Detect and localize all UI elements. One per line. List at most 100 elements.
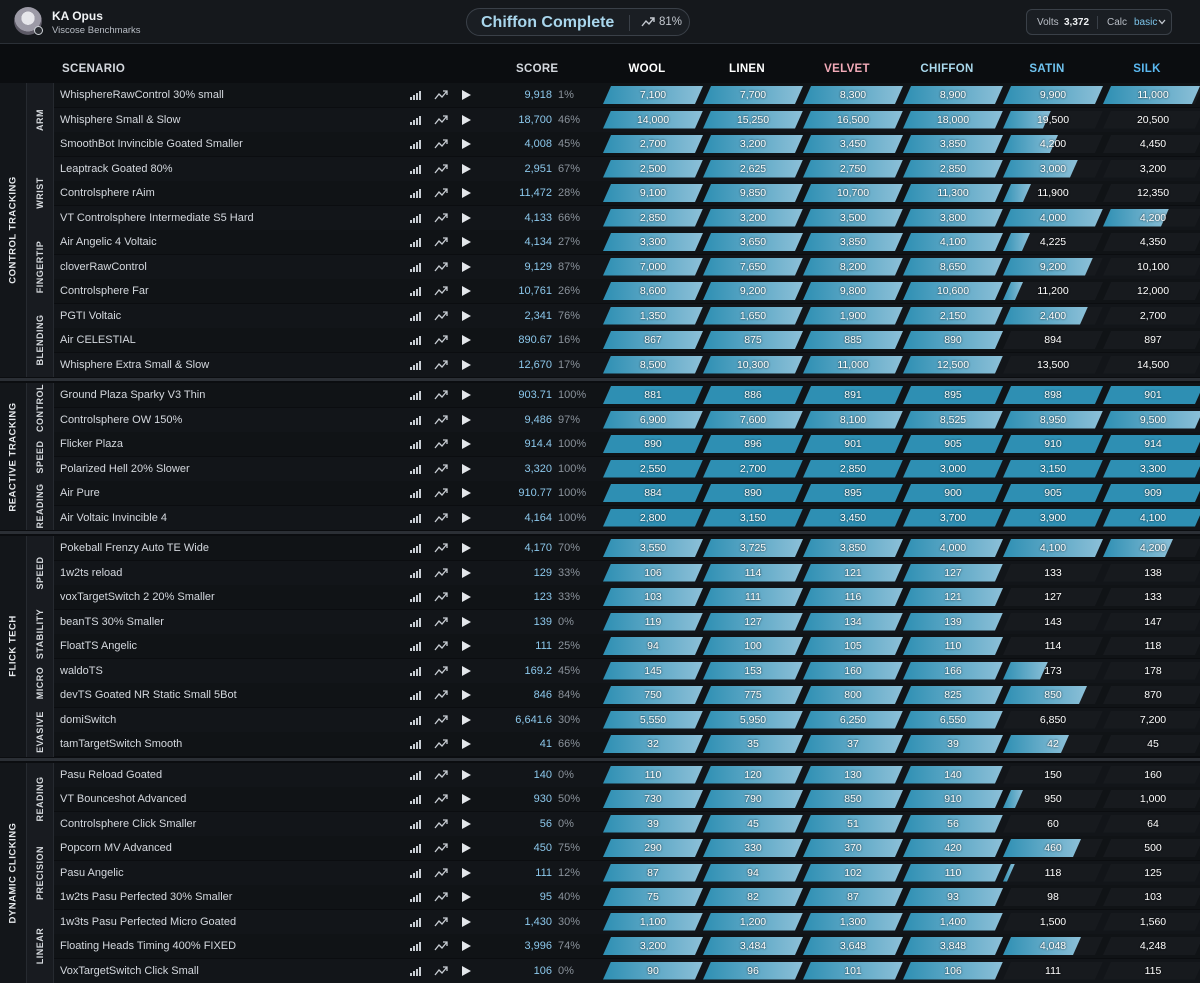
calc-select[interactable]: basic bbox=[1134, 17, 1157, 28]
scenario-name[interactable]: Popcorn MV Advanced bbox=[60, 842, 172, 854]
scenario-name[interactable]: Pokeball Frenzy Auto TE Wide bbox=[60, 542, 209, 554]
scenario-name[interactable]: Pasu Angelic bbox=[60, 867, 124, 879]
scenario-name[interactable]: 1w3ts Pasu Perfected Micro Goated bbox=[60, 916, 236, 928]
leaderboard-icon[interactable] bbox=[408, 541, 422, 555]
leaderboard-icon[interactable] bbox=[408, 890, 422, 904]
leaderboard-icon[interactable] bbox=[408, 113, 422, 127]
scenario-name[interactable]: WhisphereRawControl 30% small bbox=[60, 89, 224, 101]
leaderboard-icon[interactable] bbox=[408, 964, 422, 978]
scenario-name[interactable]: VT Bounceshot Advanced bbox=[60, 793, 186, 805]
leaderboard-icon[interactable] bbox=[408, 915, 422, 929]
leaderboard-icon[interactable] bbox=[408, 260, 422, 274]
leaderboard-icon[interactable] bbox=[408, 590, 422, 604]
leaderboard-icon[interactable] bbox=[408, 186, 422, 200]
benchmark-title-pill[interactable]: Chiffon Complete 81% bbox=[466, 8, 690, 36]
scenario-name[interactable]: Polarized Hell 20% Slower bbox=[60, 463, 190, 475]
leaderboard-icon[interactable] bbox=[408, 358, 422, 372]
leaderboard-icon[interactable] bbox=[408, 688, 422, 702]
leaderboard-icon[interactable] bbox=[408, 211, 422, 225]
leaderboard-icon[interactable] bbox=[408, 768, 422, 782]
scenario-name[interactable]: beanTS 30% Smaller bbox=[60, 616, 164, 628]
leaderboard-icon[interactable] bbox=[408, 462, 422, 476]
leaderboard-icon[interactable] bbox=[408, 737, 422, 751]
leaderboard-icon[interactable] bbox=[408, 309, 422, 323]
leaderboard-icon[interactable] bbox=[408, 333, 422, 347]
scenario-name[interactable]: FloatTS Angelic bbox=[60, 640, 137, 652]
leaderboard-icon[interactable] bbox=[408, 511, 422, 525]
leaderboard-icon[interactable] bbox=[408, 413, 422, 427]
scenario-name[interactable]: SmoothBot Invincible Goated Smaller bbox=[60, 138, 243, 150]
scenario-name[interactable]: Air Pure bbox=[60, 487, 100, 499]
scenario-name[interactable]: Pasu Reload Goated bbox=[60, 769, 162, 781]
scenario-name[interactable]: 1w2ts Pasu Perfected 30% Smaller bbox=[60, 891, 232, 903]
leaderboard-icon[interactable] bbox=[408, 792, 422, 806]
leaderboard-icon[interactable] bbox=[408, 388, 422, 402]
leaderboard-icon[interactable] bbox=[408, 713, 422, 727]
scenario-name[interactable]: Floating Heads Timing 400% FIXED bbox=[60, 940, 236, 952]
leaderboard-icon[interactable] bbox=[408, 162, 422, 176]
leaderboard-icon[interactable] bbox=[408, 566, 422, 580]
scenario-name[interactable]: waldoTS bbox=[60, 665, 103, 677]
leaderboard-icon[interactable] bbox=[408, 284, 422, 298]
chevron-down-icon[interactable] bbox=[1158, 19, 1166, 25]
scenario-name[interactable]: Flicker Plaza bbox=[60, 438, 123, 450]
leaderboard-icon[interactable] bbox=[408, 866, 422, 880]
scenario-name[interactable]: Leaptrack Goated 80% bbox=[60, 163, 173, 175]
leaderboard-icon[interactable] bbox=[408, 437, 422, 451]
leaderboard-icon[interactable] bbox=[408, 88, 422, 102]
leaderboard-icon[interactable] bbox=[408, 939, 422, 953]
scenario-name[interactable]: cloverRawControl bbox=[60, 261, 147, 273]
scenario-name[interactable]: tamTargetSwitch Smooth bbox=[60, 738, 182, 750]
scenario-name[interactable]: devTS Goated NR Static Small 5Bot bbox=[60, 689, 237, 701]
scenario-name[interactable]: Air Angelic 4 Voltaic bbox=[60, 236, 157, 248]
scenario-name[interactable]: PGTI Voltaic bbox=[60, 310, 121, 322]
scenario-name[interactable]: Whisphere Extra Small & Slow bbox=[60, 359, 209, 371]
leaderboard-icon[interactable] bbox=[408, 841, 422, 855]
leaderboard-icon[interactable] bbox=[408, 235, 422, 249]
scenario-name[interactable]: VT Controlsphere Intermediate S5 Hard bbox=[60, 212, 254, 224]
scenario-name[interactable]: Controlsphere rAim bbox=[60, 187, 155, 199]
scenario-name[interactable]: Air Voltaic Invincible 4 bbox=[60, 512, 167, 524]
user-name[interactable]: KA Opus bbox=[52, 9, 103, 23]
scenario-name[interactable]: Ground Plaza Sparky V3 Thin bbox=[60, 389, 205, 401]
scenario-name[interactable]: Controlsphere OW 150% bbox=[60, 414, 182, 426]
scenario-name[interactable]: Controlsphere Click Smaller bbox=[60, 818, 196, 830]
scenario-name[interactable]: Air CELESTIAL bbox=[60, 334, 136, 346]
leaderboard-icon[interactable] bbox=[408, 664, 422, 678]
scenario-name[interactable]: Controlsphere Far bbox=[60, 285, 149, 297]
scenario-name[interactable]: Whisphere Small & Slow bbox=[60, 114, 180, 126]
scenario-column-header[interactable]: SCENARIO bbox=[62, 63, 125, 75]
volts-calc-control[interactable]: Volts 3,372 Calc basic bbox=[1026, 9, 1172, 35]
